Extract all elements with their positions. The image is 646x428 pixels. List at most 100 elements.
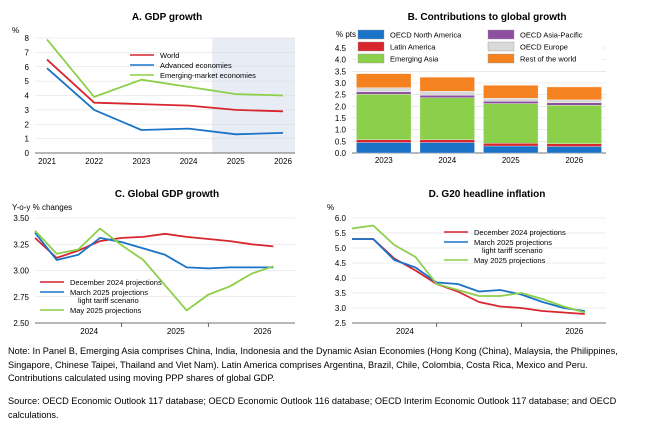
bar-segment xyxy=(419,95,475,98)
source-text: Source: OECD Economic Outlook 117 databa… xyxy=(8,396,617,420)
panel-title: A. GDP growth xyxy=(132,12,202,23)
legend-label: OECD Europe xyxy=(520,43,568,52)
y-axis-label: Y-o-y % changes xyxy=(12,203,72,212)
figure-note: Note: In Panel B, Emerging Asia comprise… xyxy=(8,345,638,386)
y-tick-label: 3.5 xyxy=(335,289,347,298)
series-line xyxy=(46,67,284,136)
y-tick-label: 3.00 xyxy=(13,267,29,276)
y-tick-label: 1 xyxy=(25,135,30,144)
bar-segment xyxy=(546,102,602,106)
x-tick-label: 2025 xyxy=(167,327,185,336)
bar-segment xyxy=(483,145,539,154)
panel-d: D. G20 headline inflation% 2.5 3.0 3.5 4.0 4.… xyxy=(327,189,606,336)
y-tick-label: 2.50 xyxy=(13,319,29,328)
y-tick-label: 4.5 xyxy=(335,44,347,53)
y-tick-label: 0.0 xyxy=(335,149,347,158)
panel-b: B. Contributions to global growth % pts 0.… xyxy=(335,12,606,165)
legend-label: March 2025 projections xyxy=(474,238,552,247)
x-tick-label: 2025 xyxy=(502,156,520,165)
panel-title: D. G20 headline inflation xyxy=(429,189,546,200)
bar-segment xyxy=(356,94,412,140)
legend-label: December 2024 projections xyxy=(474,228,566,237)
bar-segment xyxy=(356,87,412,93)
x-tick-label: 2021 xyxy=(38,157,56,166)
legend-swatch xyxy=(487,29,515,40)
y-tick-label: 1.0 xyxy=(335,126,347,135)
y-tick-label: 5 xyxy=(25,77,30,86)
bar-segment xyxy=(483,103,539,144)
y-tick-label: 2.5 xyxy=(335,319,347,328)
x-tick-label: 2022 xyxy=(85,157,103,166)
y-axis-label: % pts xyxy=(336,30,356,39)
legend-label: light tariff scenario xyxy=(78,296,139,305)
bar-segment xyxy=(419,91,475,96)
y-tick-label: 2.75 xyxy=(13,293,29,302)
y-tick-label: 3.0 xyxy=(335,79,347,88)
bar-segment xyxy=(419,139,475,143)
legend-label: light tariff scenario xyxy=(482,246,543,255)
bar-segment xyxy=(546,105,602,144)
panel-c: C. Global GDP growth Y-o-y % changes 2.50 2… xyxy=(12,189,295,336)
bar-segment xyxy=(546,143,602,147)
panel-a: A. GDP growth% 0 1 2 3 4 5 6 7 8 2021 2022 2023 2024 2… xyxy=(12,12,295,166)
bar-segment xyxy=(483,98,539,102)
y-tick-label: 2.5 xyxy=(335,91,347,100)
series-line xyxy=(34,232,274,259)
y-tick-label: 6.0 xyxy=(335,214,347,223)
bar-segment xyxy=(356,139,412,143)
bar-segment xyxy=(419,97,475,140)
legend-swatch xyxy=(357,41,385,52)
panel-title: B. Contributions to global growth xyxy=(408,12,567,23)
series-line xyxy=(34,227,274,312)
series-line xyxy=(352,238,585,312)
figure-source: Source: OECD Economic Outlook 117 databa… xyxy=(8,395,638,422)
y-tick-label: 3.5 xyxy=(335,67,347,76)
y-tick-label: 4.0 xyxy=(335,56,347,65)
bar-segment xyxy=(419,77,475,92)
bar-segment xyxy=(483,143,539,147)
y-axis-label: % xyxy=(327,203,334,212)
x-tick-label: 2024 xyxy=(438,156,456,165)
y-tick-label: 3.50 xyxy=(13,214,29,223)
x-tick-label: 2023 xyxy=(133,157,151,166)
y-axis-label: % xyxy=(12,26,19,35)
bar-segment xyxy=(356,91,412,95)
y-tick-label: 5.5 xyxy=(335,229,347,238)
y-tick-label: 0 xyxy=(25,149,30,158)
x-tick-label: 2026 xyxy=(565,156,583,165)
y-tick-label: 4.0 xyxy=(335,274,347,283)
x-tick-label: 2025 xyxy=(227,157,245,166)
legend-label: May 2025 projections xyxy=(474,256,546,265)
y-tick-label: 6 xyxy=(25,63,30,72)
series-line xyxy=(34,232,274,270)
legend-label: OECD Asia-Pacific xyxy=(520,31,583,40)
bar-segment xyxy=(546,99,602,103)
legend-swatch xyxy=(487,53,515,64)
legend-swatch xyxy=(487,41,515,52)
series-line xyxy=(46,38,284,98)
legend-box xyxy=(356,27,602,63)
bar-segment xyxy=(419,142,475,154)
bar-segment xyxy=(546,86,602,100)
x-tick-label: 2026 xyxy=(274,157,292,166)
y-tick-label: 2.0 xyxy=(335,102,347,111)
legend-label: Emerging-market economies xyxy=(160,71,256,80)
y-tick-label: 3.25 xyxy=(13,240,29,249)
legend-label: World xyxy=(160,51,179,60)
y-tick-label: 3 xyxy=(25,106,30,115)
legend-label: Emerging Asia xyxy=(390,55,439,64)
panel-title: C. Global GDP growth xyxy=(115,189,219,200)
legend-label: December 2024 projections xyxy=(70,278,162,287)
bar-segment xyxy=(483,101,539,104)
note-text: Note: In Panel B, Emerging Asia comprise… xyxy=(8,346,618,383)
x-tick-label: 2024 xyxy=(396,327,414,336)
bar-segment xyxy=(546,146,602,154)
series-line xyxy=(46,58,284,113)
y-tick-label: 8 xyxy=(25,34,30,43)
y-tick-label: 4 xyxy=(25,92,30,101)
y-tick-label: 4.5 xyxy=(335,259,347,268)
legend-swatch xyxy=(357,53,385,64)
y-tick-label: 5.0 xyxy=(335,244,347,253)
x-tick-label: 2026 xyxy=(565,327,583,336)
y-tick-label: 1.5 xyxy=(335,114,347,123)
